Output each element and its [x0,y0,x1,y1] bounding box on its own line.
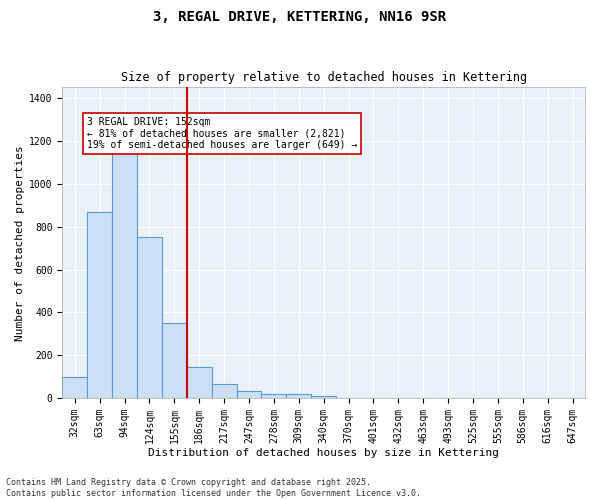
X-axis label: Distribution of detached houses by size in Kettering: Distribution of detached houses by size … [148,448,499,458]
Text: 3, REGAL DRIVE, KETTERING, NN16 9SR: 3, REGAL DRIVE, KETTERING, NN16 9SR [154,10,446,24]
Text: Contains HM Land Registry data © Crown copyright and database right 2025.
Contai: Contains HM Land Registry data © Crown c… [6,478,421,498]
Bar [62,377,87,398]
Y-axis label: Number of detached properties: Number of detached properties [15,145,25,340]
Bar [262,394,286,398]
Bar [162,323,187,398]
Bar [236,392,262,398]
Bar [286,394,311,398]
Bar [112,150,137,398]
Bar [311,396,336,398]
Bar [187,367,212,398]
Bar [137,238,162,398]
Text: 3 REGAL DRIVE: 152sqm
← 81% of detached houses are smaller (2,821)
19% of semi-d: 3 REGAL DRIVE: 152sqm ← 81% of detached … [87,117,358,150]
Bar [87,212,112,398]
Title: Size of property relative to detached houses in Kettering: Size of property relative to detached ho… [121,72,527,85]
Bar [212,384,236,398]
